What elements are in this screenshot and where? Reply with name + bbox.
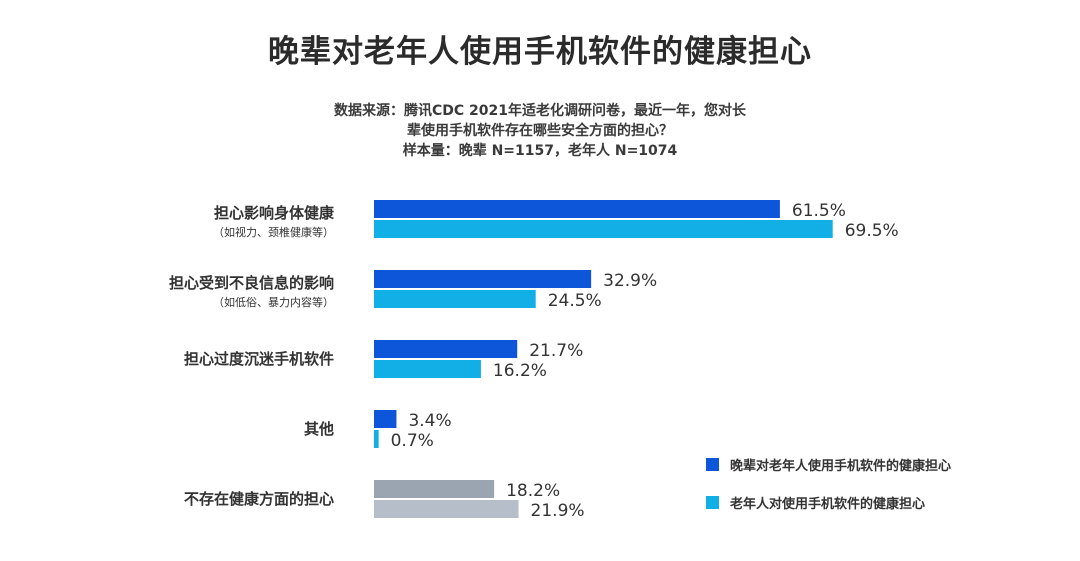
category-label: 担心影响身体健康 xyxy=(214,204,335,222)
subtitle-line-1: 数据来源：腾讯CDC 2021年适老化调研问卷，最近一年，您对长 xyxy=(333,103,746,119)
subtitle-line-2: 辈使用手机软件存在哪些安全方面的担心？ xyxy=(407,123,673,139)
value-label: 24.5% xyxy=(548,291,602,311)
value-label: 32.9% xyxy=(603,271,657,291)
legend-swatch-series-1 xyxy=(706,458,719,471)
bar-series-1 xyxy=(374,410,397,428)
value-label: 21.7% xyxy=(529,341,583,361)
chart-title: 晚辈对老年人使用手机软件的健康担心 xyxy=(268,34,812,70)
value-label: 16.2% xyxy=(493,361,547,381)
bar-series-2 xyxy=(374,220,833,238)
bar-series-1 xyxy=(374,270,592,288)
bar-series-1 xyxy=(374,200,780,218)
chart-subtitle: 数据来源：腾讯CDC 2021年适老化调研问卷，最近一年，您对长 辈使用手机软件… xyxy=(0,101,1080,161)
category-label: 担心过度沉迷手机软件 xyxy=(184,350,334,368)
value-label: 69.5% xyxy=(845,221,899,241)
bar-series-1 xyxy=(374,340,518,358)
value-label: 21.9% xyxy=(531,501,585,521)
bar-series-2 xyxy=(374,500,519,518)
category-label: 其他 xyxy=(304,420,334,438)
category-sublabel: （如低俗、暴力内容等） xyxy=(213,295,334,309)
category-sublabel: （如视力、颈椎健康等） xyxy=(213,225,334,239)
bar-series-1 xyxy=(374,480,495,498)
category-label: 不存在健康方面的担心 xyxy=(184,490,334,508)
subtitle-line-3: 样本量：晚辈 N=1157，老年人 N=1074 xyxy=(402,143,678,159)
value-label: 18.2% xyxy=(506,481,560,501)
value-label: 61.5% xyxy=(792,201,846,221)
bar-series-2 xyxy=(374,430,379,448)
legend-label: 老年人对使用手机软件的健康担心 xyxy=(729,496,925,512)
bar-series-2 xyxy=(374,290,536,308)
legend-swatch-series-2 xyxy=(706,496,719,509)
category-label: 担心受到不良信息的影响 xyxy=(169,274,334,292)
legend-label: 晚辈对老年人使用手机软件的健康担心 xyxy=(730,458,951,474)
value-label: 0.7% xyxy=(391,431,434,451)
value-label: 3.4% xyxy=(408,411,451,431)
bar-series-2 xyxy=(374,360,481,378)
